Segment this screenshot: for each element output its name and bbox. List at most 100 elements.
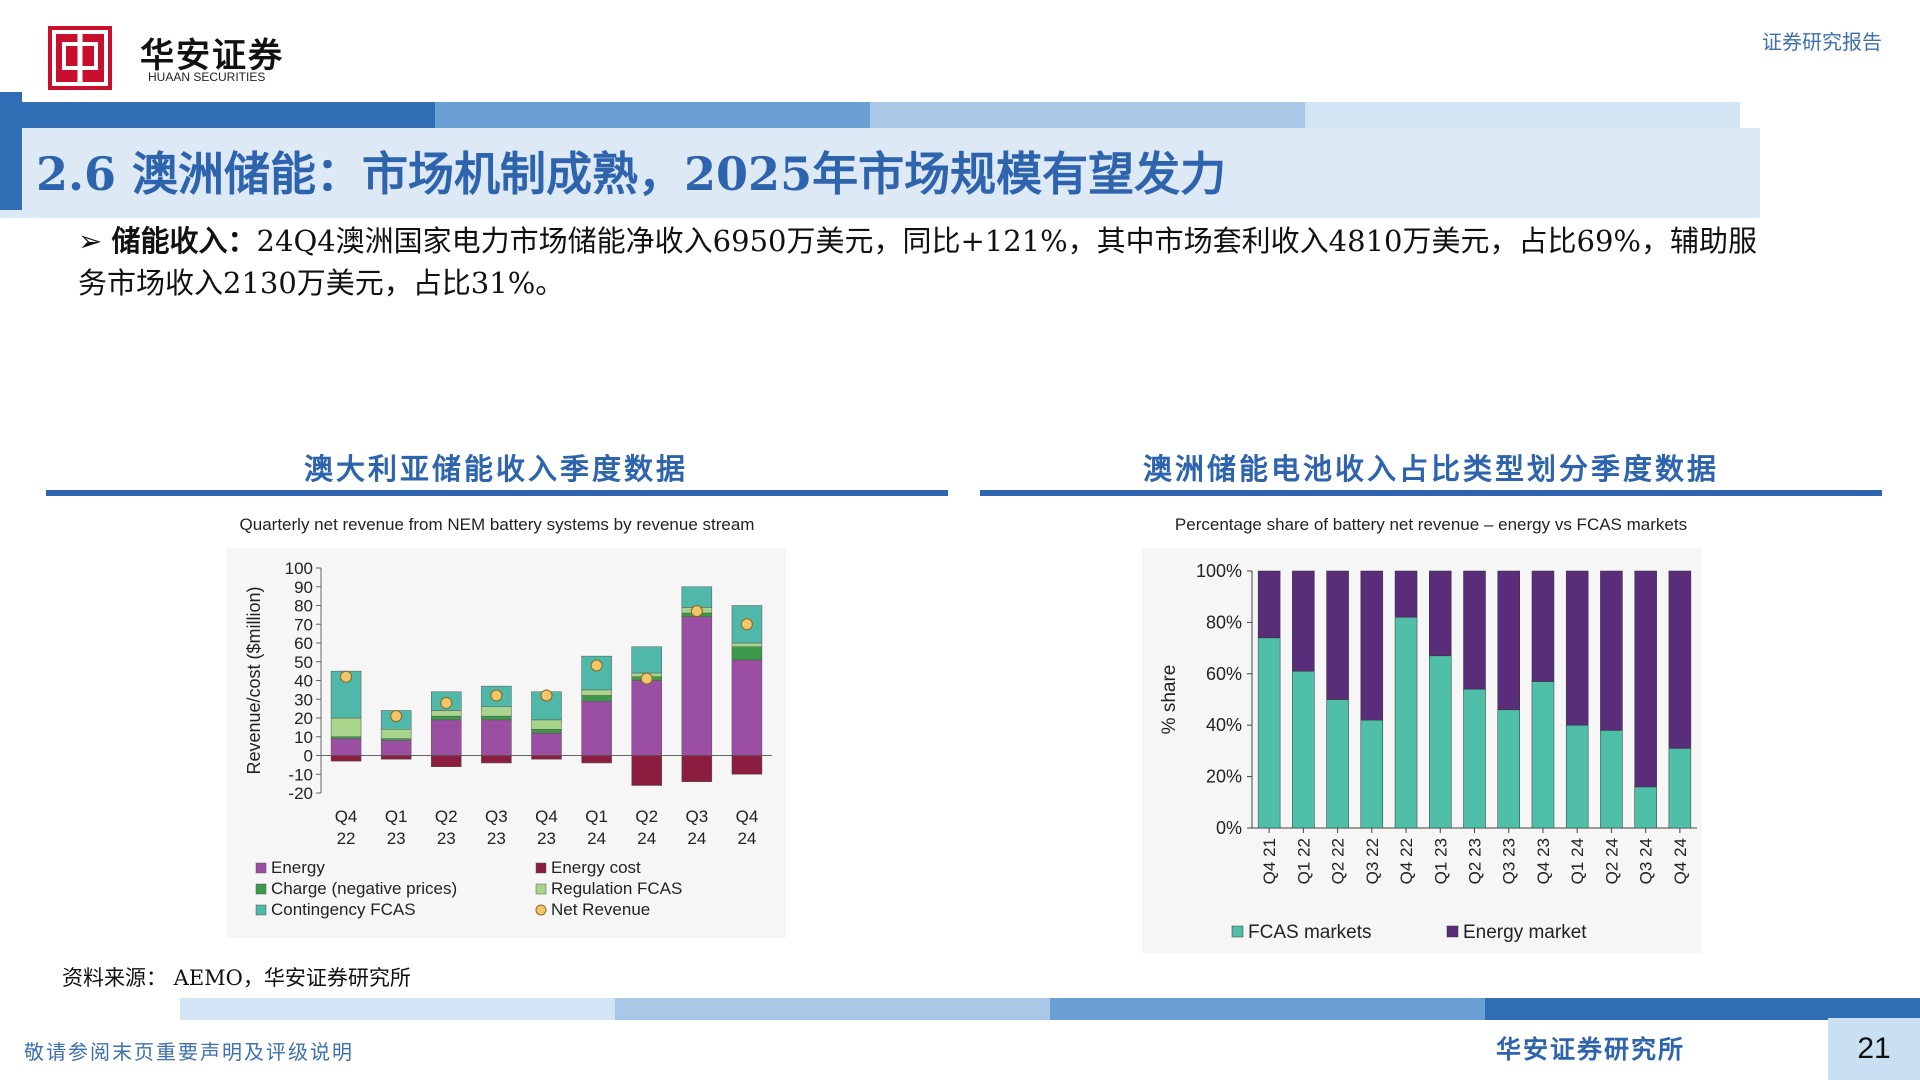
title-band-segment [0, 102, 435, 128]
bar-contingency-fcas [681, 586, 713, 608]
right-section-title: 澳洲储能电池收入占比类型划分季度数据 [1142, 452, 1719, 486]
bar-energy-market [1634, 570, 1657, 788]
title-band-segment [435, 102, 870, 128]
legend-swatch [255, 883, 267, 895]
bar-energy [581, 700, 612, 756]
logo-mark-icon [48, 26, 112, 90]
legend-label: Energy [271, 858, 325, 877]
x-tick-label: Q2 22 [1329, 838, 1348, 884]
bullet-text: 24Q4澳洲国家电力市场储能净收入6950万美元，同比+121%，其中市场套利收… [78, 224, 1757, 300]
y-tick-label: 20 [294, 709, 313, 728]
x-tick-label: Q1 [385, 807, 408, 826]
bar-fcas-markets [1565, 724, 1589, 829]
bar-energy-cost [681, 755, 713, 782]
bar-energy [531, 732, 562, 756]
bar-fcas-markets [1668, 748, 1692, 829]
y-tick-label: 30 [294, 690, 313, 709]
x-tick-label: 24 [687, 829, 706, 848]
share-chart: 100% 80% 60% 40% 20% 0% % share Q4 21 Q1 22 Q2 22… [1142, 548, 1702, 953]
bar-fcas-markets [1600, 730, 1623, 829]
source-note: 资料来源： AEMO，华安证券研究所 [62, 966, 411, 990]
x-tick-label: 23 [537, 829, 556, 848]
footer-band-segment [1050, 998, 1485, 1020]
bar-energy-cost [431, 755, 462, 767]
y-tick-label: 10 [294, 728, 313, 747]
footer-band-segment [615, 998, 1050, 1020]
bar-fcas-markets [1360, 719, 1384, 829]
x-tick-label: Q1 [585, 807, 608, 826]
x-tick-label: 24 [587, 829, 606, 848]
y-tick-label: -10 [288, 765, 313, 784]
company-logo [48, 26, 112, 90]
bar-fcas-markets [1463, 688, 1486, 829]
x-tick-label: Q4 23 [1534, 838, 1553, 884]
y-tick-label: 100 [285, 559, 313, 578]
footer-band-segment [1485, 998, 1920, 1020]
y-tick-label: 90 [294, 578, 313, 597]
y-tick-label: 0% [1216, 818, 1242, 838]
legend-swatch [535, 862, 547, 874]
x-tick-label: Q4 24 [1671, 838, 1690, 884]
bar-contingency-fcas [631, 646, 662, 674]
bar-energy-market [1394, 570, 1418, 618]
bar-energy-market [1360, 570, 1384, 721]
x-tick-label: Q4 [736, 807, 759, 826]
title-accent-bar [0, 92, 22, 210]
bar-regulation-fcas [380, 729, 412, 739]
x-tick-label: Q1 24 [1568, 838, 1587, 884]
footer-org: 华安证券研究所 [1496, 1035, 1686, 1064]
bar-energy [330, 738, 362, 756]
bar-fcas-markets [1497, 709, 1520, 829]
x-tick-label: 23 [437, 829, 456, 848]
y-axis-label: % share [1159, 665, 1180, 735]
bar-energy-market [1668, 570, 1692, 749]
bar-energy-market [1326, 570, 1349, 700]
bar-fcas-markets [1429, 655, 1452, 829]
bar-energy [631, 680, 662, 756]
brand-name-cn: 华安证券 [140, 36, 284, 76]
y-tick-label: 60 [294, 634, 313, 653]
bar-energy-market [1429, 570, 1452, 657]
y-tick-label: 70 [294, 615, 313, 634]
x-tick-label: 23 [387, 829, 406, 848]
net-revenue-marker [690, 605, 703, 618]
bar-energy [481, 719, 512, 756]
x-tick-label: 23 [487, 829, 506, 848]
bar-energy-market [1463, 570, 1486, 690]
x-tick-label: Q2 23 [1466, 838, 1485, 884]
legend-swatch [535, 904, 547, 916]
x-tick-label: Q4 22 [1397, 838, 1416, 884]
net-revenue-marker [640, 672, 653, 685]
legend-swatch [535, 883, 547, 895]
bar-energy-market [1600, 570, 1623, 731]
title-band-segment [870, 102, 1305, 128]
bar-fcas-markets [1634, 786, 1657, 829]
bar-regulation-fcas [330, 717, 362, 737]
y-tick-label: 40 [294, 672, 313, 691]
left-section-title: 澳大利亚储能收入季度数据 [303, 452, 688, 486]
bullet-paragraph: ➢ 储能收入：24Q4澳洲国家电力市场储能净收入6950万美元，同比+121%，… [78, 220, 1778, 304]
bar-energy-market [1257, 570, 1281, 639]
net-revenue-marker [740, 618, 753, 631]
disclaimer: 敬请参阅末页重要声明及评级说明 [24, 1040, 354, 1064]
y-tick-label: -20 [288, 784, 313, 803]
net-revenue-marker [540, 689, 553, 702]
legend-label: Contingency FCAS [271, 900, 416, 919]
bar-charge-negative-prices- [731, 646, 763, 661]
y-tick-label: 100% [1196, 561, 1242, 581]
title-background [0, 128, 1760, 218]
right-chart-caption: Percentage share of battery net revenue … [1174, 515, 1688, 534]
y-tick-label: 80 [294, 597, 313, 616]
x-tick-label: Q3 [685, 807, 708, 826]
y-tick-label: 80% [1206, 612, 1242, 632]
x-tick-label: 24 [637, 829, 656, 848]
bar-charge-negative-prices- [431, 715, 462, 721]
x-tick-label: 24 [737, 829, 756, 848]
bar-charge-negative-prices- [330, 736, 362, 739]
bar-energy-cost [380, 755, 412, 760]
bar-charge-negative-prices- [531, 729, 562, 734]
brand-name-en: HUAAN SECURITIES [148, 70, 266, 84]
bar-energy-market [1531, 570, 1555, 682]
bar-energy-cost [531, 755, 562, 760]
left-section-rule [46, 490, 948, 496]
